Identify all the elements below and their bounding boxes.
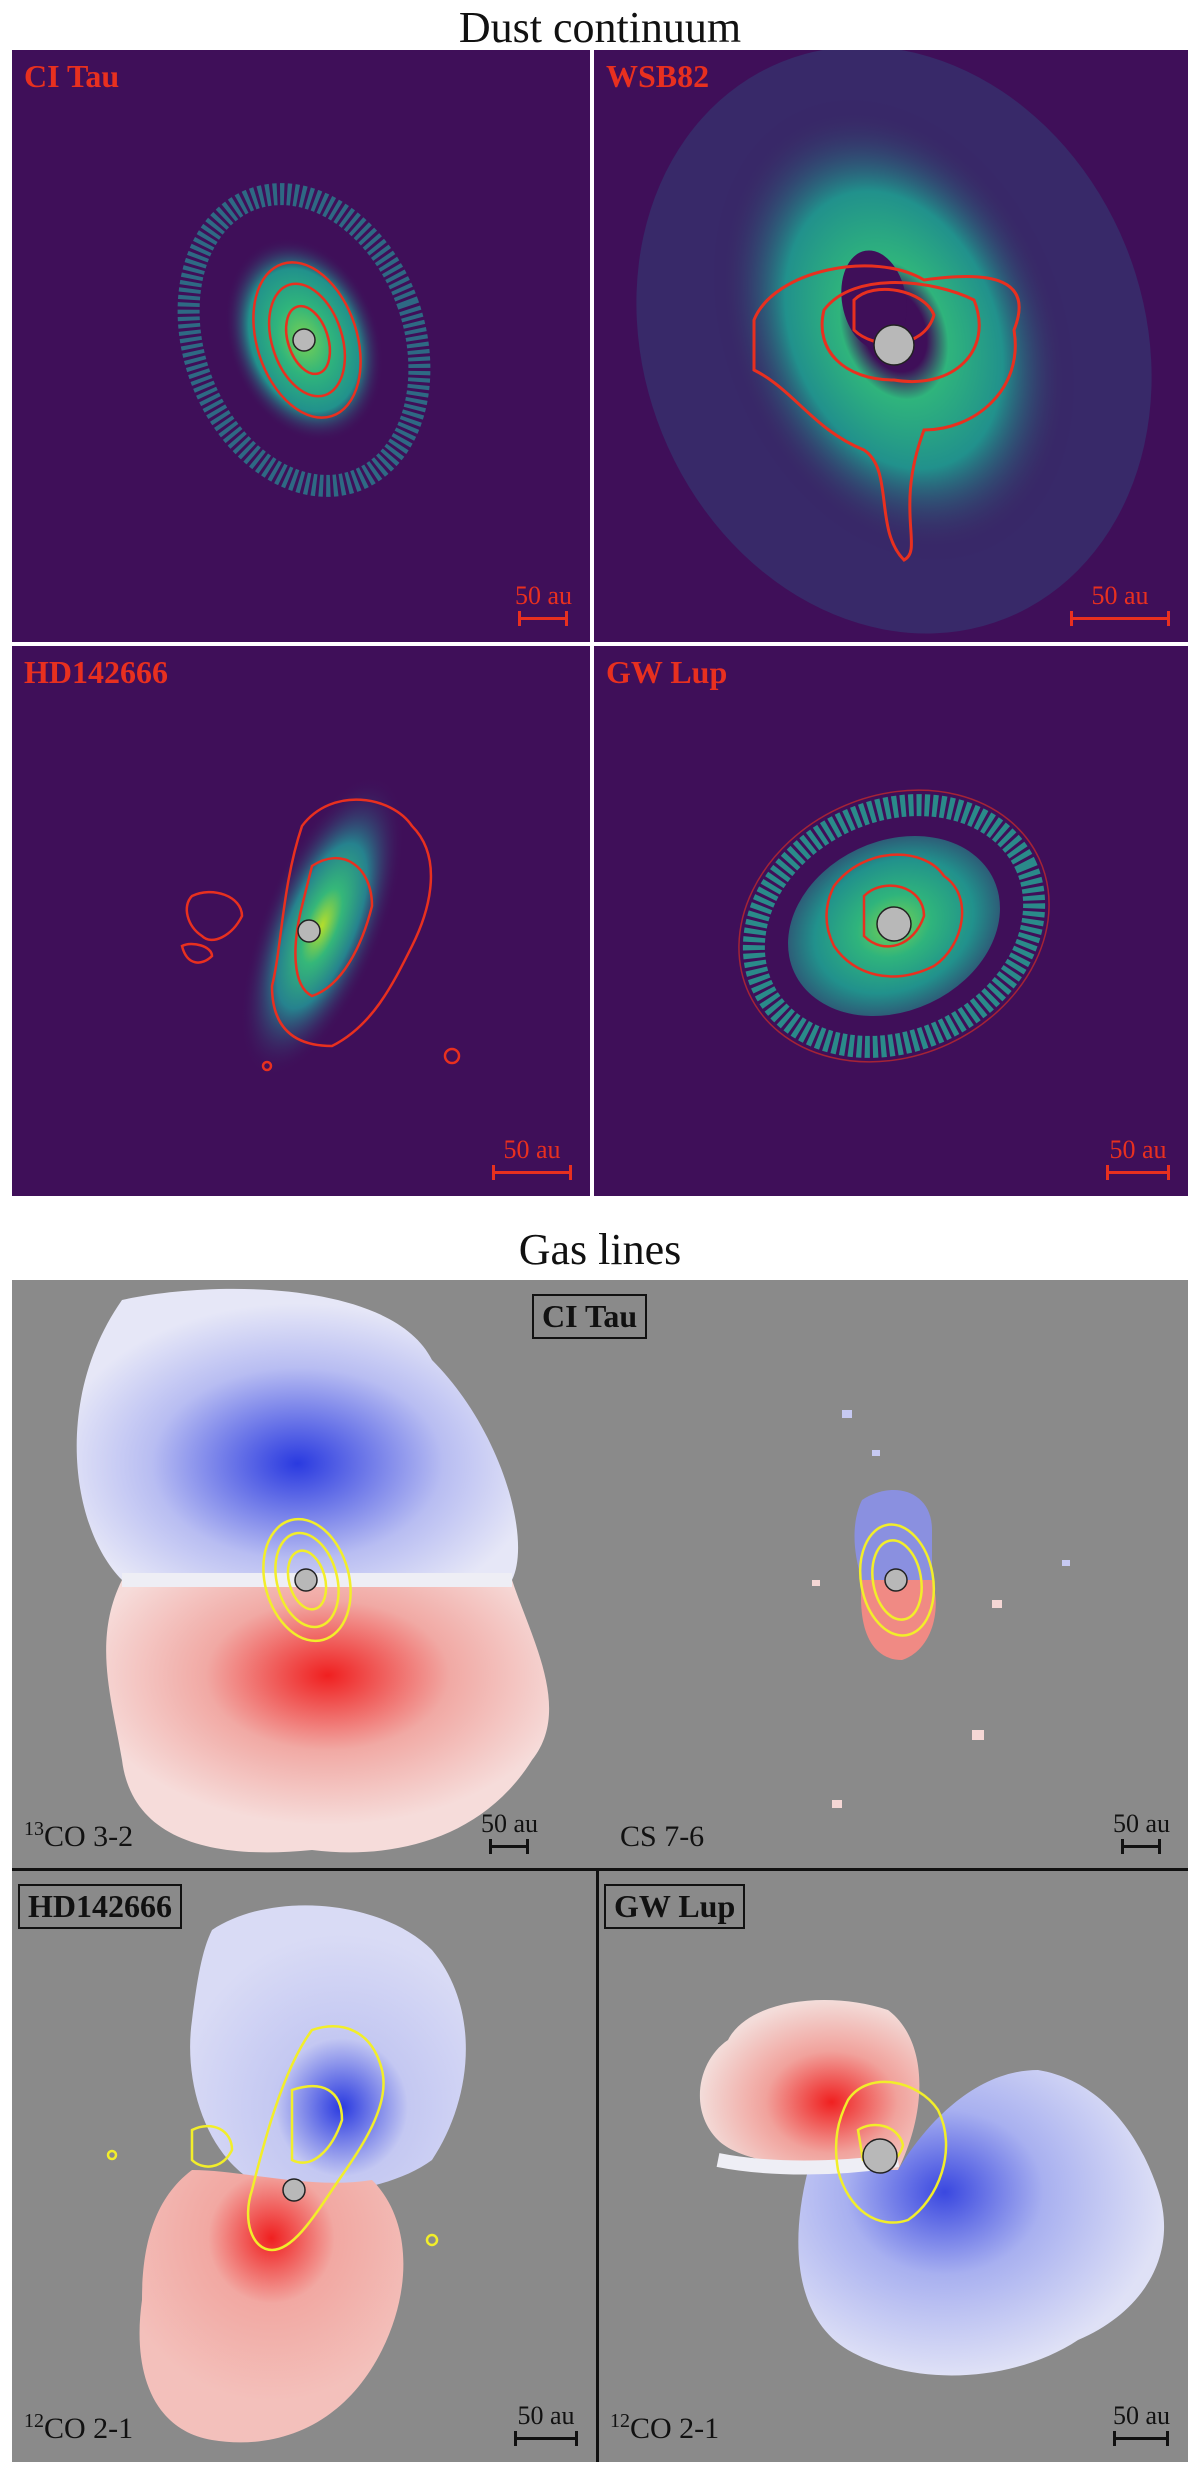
gas-panel-hd142666: HD142666 12CO 2-1 50 au: [12, 1870, 596, 2462]
panel-divider-horizontal: [12, 1868, 1188, 1871]
dust-panel-ci-tau: CI Tau 50 au: [12, 50, 590, 642]
gas-target-label: GW Lup: [604, 1884, 746, 1929]
dust-image-wsb82: [636, 50, 1152, 634]
star-marker: [873, 324, 915, 366]
dust-panel-wsb82: WSB82 50 au: [594, 50, 1188, 642]
scale-bar: 50 au: [1113, 1809, 1170, 1854]
scale-bar: 50 au: [492, 1135, 572, 1180]
line-label: 12CO 2-1: [24, 2410, 134, 2445]
dust-image-hd142666: [180, 775, 461, 1077]
scale-bar: 50 au: [515, 581, 572, 626]
dust-target-label: WSB82: [606, 58, 710, 94]
scale-bar: 50 au: [481, 1809, 538, 1854]
star-marker: [876, 906, 912, 942]
gas-panel-gw-lup: GW Lup 12CO 2-1 50 au: [598, 1870, 1188, 2462]
scale-bar: 50 au: [1070, 581, 1170, 626]
dust-target-label: CI Tau: [24, 58, 120, 94]
dust-image-ci-tau: [177, 183, 431, 497]
dust-image-gw-lup: [738, 789, 1050, 1063]
star-marker: [862, 2138, 898, 2174]
line-label: 12CO 2-1: [610, 2410, 720, 2445]
line-label: CS 7-6: [620, 1820, 705, 1853]
panel-divider-vertical: [596, 1870, 599, 2462]
star-marker: [297, 919, 321, 943]
dust-panel-gw-lup: GW Lup 50 au: [594, 646, 1188, 1196]
star-marker: [292, 328, 316, 352]
star-marker: [294, 1568, 318, 1592]
gas-image-gw-lup: [699, 2000, 1165, 2376]
star-marker: [282, 2178, 306, 2202]
gas-image-hd142666: [106, 1905, 466, 2443]
line-label: 13CO 3-2: [24, 1818, 134, 1853]
dust-panel-hd142666: HD142666 50 au: [12, 646, 590, 1196]
gas-block-ci-tau: CI Tau 13CO 3-2 CS 7-6 50 au 50 au: [12, 1280, 1188, 1870]
dust-target-label: GW Lup: [606, 654, 728, 690]
gas-target-label: HD142666: [18, 1884, 182, 1929]
star-marker: [884, 1568, 908, 1592]
scale-bar: 50 au: [1106, 1135, 1170, 1180]
gas-section-title: Gas lines: [518, 1225, 682, 1274]
dust-section-title: Dust continuum: [458, 3, 742, 52]
scale-bar: 50 au: [1113, 2401, 1170, 2446]
scale-bar: 50 au: [514, 2401, 578, 2446]
gas-image-ci-tau: [76, 1288, 1070, 1853]
dust-target-label: HD142666: [24, 654, 168, 690]
gas-target-label: CI Tau: [532, 1294, 648, 1339]
